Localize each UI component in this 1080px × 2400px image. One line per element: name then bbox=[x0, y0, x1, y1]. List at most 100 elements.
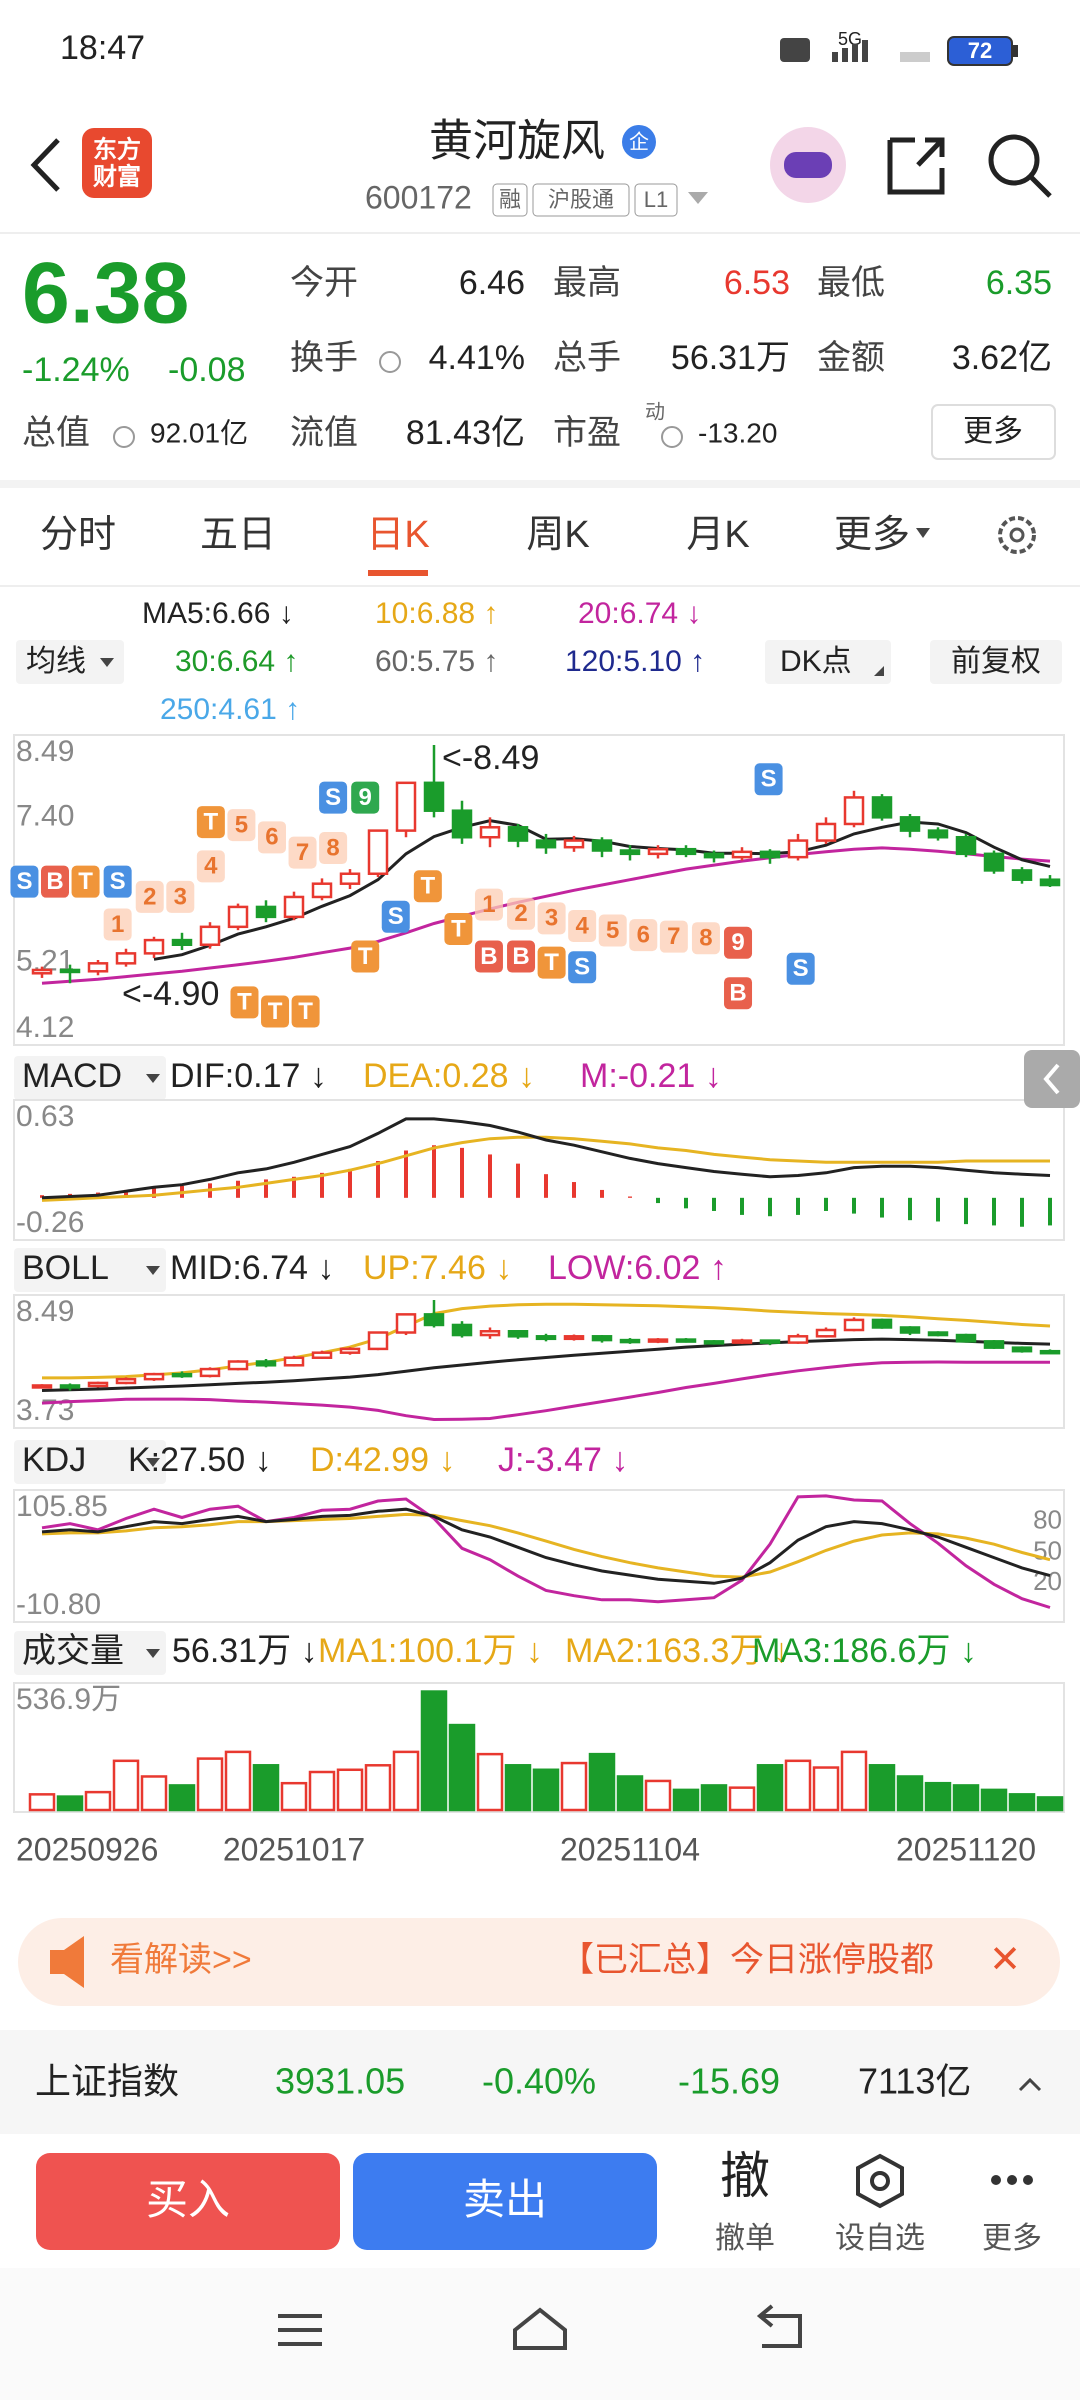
adjust-button[interactable] bbox=[930, 640, 1062, 684]
more-dot bbox=[1007, 2175, 1017, 2185]
y-tick-label: 4.12 bbox=[16, 1011, 74, 1044]
tag bbox=[634, 183, 678, 217]
volume-bar bbox=[896, 1775, 924, 1812]
volume-bar bbox=[700, 1784, 728, 1812]
signal-label: 2 bbox=[514, 900, 527, 927]
x-tick-label: 20251017 bbox=[223, 1831, 365, 1867]
megaphone-icon bbox=[50, 1936, 84, 1988]
more-button[interactable] bbox=[931, 404, 1056, 460]
field-label: 总值 bbox=[22, 414, 90, 452]
nav-menu[interactable] bbox=[278, 2314, 322, 2346]
nav-bar bbox=[0, 2268, 1080, 2400]
volume-bar bbox=[756, 1764, 784, 1812]
tab[interactable]: 更多 bbox=[834, 514, 910, 556]
signal-label: T bbox=[78, 868, 93, 895]
buy-button[interactable] bbox=[36, 2153, 340, 2250]
cancel-icon[interactable]: 撤 bbox=[720, 2148, 770, 2204]
right-tick-label: 50 bbox=[1033, 1535, 1062, 1565]
candle-body bbox=[535, 839, 557, 849]
volume-bar bbox=[280, 1781, 308, 1812]
price: 6.38 bbox=[22, 246, 189, 342]
field-label: 总手 bbox=[553, 339, 621, 377]
search-icon[interactable] bbox=[988, 134, 1040, 186]
volume-bar bbox=[588, 1752, 616, 1812]
caret bbox=[916, 528, 930, 538]
candle-body bbox=[339, 872, 361, 885]
ma-legend-item: 120:5.10 ↑ bbox=[565, 645, 705, 678]
tab-underline bbox=[368, 570, 428, 576]
settings-icon[interactable] bbox=[998, 516, 1036, 554]
signal-label: T bbox=[204, 808, 219, 835]
signal-label: 8 bbox=[326, 834, 339, 861]
tag-text: 融 bbox=[499, 187, 521, 212]
ma-selector[interactable] bbox=[16, 640, 124, 684]
candle-body bbox=[843, 1318, 865, 1332]
nav-home[interactable] bbox=[513, 2307, 567, 2350]
signal-marker bbox=[598, 914, 627, 947]
indicator-header: MID:6.74 ↓ bbox=[170, 1249, 334, 1287]
signal-marker bbox=[381, 900, 410, 933]
signal-label: 7 bbox=[296, 839, 309, 866]
candle-body bbox=[451, 809, 473, 839]
ma-legend-item: 60:5.75 ↑ bbox=[375, 645, 498, 678]
field-value: 6.53 bbox=[724, 264, 790, 302]
sell-button[interactable] bbox=[353, 2153, 657, 2250]
news-close[interactable]: ✕ bbox=[989, 1939, 1021, 1981]
dk-button[interactable] bbox=[765, 640, 891, 684]
candle-body bbox=[815, 1328, 837, 1338]
volume-bar bbox=[560, 1761, 588, 1812]
candle-body bbox=[395, 781, 417, 832]
y-tick-label: 0.63 bbox=[16, 1100, 74, 1133]
tag bbox=[532, 183, 630, 217]
watch-icon[interactable] bbox=[856, 2153, 904, 2209]
field-label: 市盈 bbox=[553, 414, 621, 452]
signal-marker bbox=[691, 922, 720, 955]
signal-marker bbox=[724, 977, 753, 1010]
tab[interactable]: 周K bbox=[526, 514, 589, 556]
more-action-label[interactable]: 更多 bbox=[982, 2222, 1042, 2255]
signal-marker bbox=[474, 888, 503, 921]
indicator-header: J:-3.47 ↓ bbox=[498, 1441, 628, 1479]
collapse-tab[interactable] bbox=[1024, 1050, 1080, 1108]
indicator-selector[interactable] bbox=[14, 1056, 166, 1100]
news-bar[interactable] bbox=[18, 1918, 1060, 2006]
field-sup: 动 bbox=[645, 400, 665, 423]
tag-text: 沪股通 bbox=[548, 187, 614, 212]
field-value: 3.62亿 bbox=[952, 339, 1052, 377]
signal-label: 2 bbox=[143, 883, 156, 910]
signal-label: B bbox=[729, 980, 746, 1007]
candle-body bbox=[423, 781, 445, 812]
signal-marker bbox=[261, 995, 290, 1028]
signal-label: B bbox=[46, 868, 63, 895]
signal-marker bbox=[291, 995, 320, 1028]
caret bbox=[146, 1649, 160, 1658]
nav-back[interactable] bbox=[756, 2304, 802, 2348]
volume-bar bbox=[504, 1764, 532, 1812]
signal-marker bbox=[444, 913, 473, 946]
volume-bar bbox=[952, 1784, 980, 1812]
indicator-header: MA3:186.6万 ↓ bbox=[752, 1632, 977, 1670]
candle-body bbox=[535, 1335, 557, 1341]
indicator-header: MA1:100.1万 ↓ bbox=[318, 1632, 543, 1670]
share-icon[interactable] bbox=[887, 137, 945, 195]
candle-body bbox=[283, 1356, 305, 1367]
watch-icon-center bbox=[870, 2171, 890, 2191]
news-text: 【已汇总】今日涨停股都 bbox=[560, 1941, 934, 1979]
candle-body bbox=[983, 1340, 1005, 1349]
candle-body bbox=[59, 1384, 81, 1389]
indicator-line bbox=[41, 1494, 1051, 1609]
tab[interactable]: 月K bbox=[686, 514, 749, 556]
volume-bar bbox=[308, 1770, 336, 1812]
tab[interactable]: 五日 bbox=[200, 514, 276, 556]
index-bar[interactable] bbox=[0, 2030, 1080, 2134]
indicator-selector[interactable] bbox=[14, 1440, 166, 1484]
tab[interactable]: 日K bbox=[366, 514, 429, 556]
signal-marker bbox=[103, 865, 132, 898]
signal-label: 1 bbox=[482, 891, 495, 918]
indicator-selector[interactable] bbox=[14, 1248, 166, 1292]
back-button[interactable] bbox=[30, 138, 60, 192]
indicator-header: KDJ bbox=[22, 1441, 86, 1479]
field-label: 金额 bbox=[817, 339, 885, 377]
tab[interactable]: 分时 bbox=[40, 514, 116, 556]
indicator-selector[interactable] bbox=[14, 1631, 166, 1675]
